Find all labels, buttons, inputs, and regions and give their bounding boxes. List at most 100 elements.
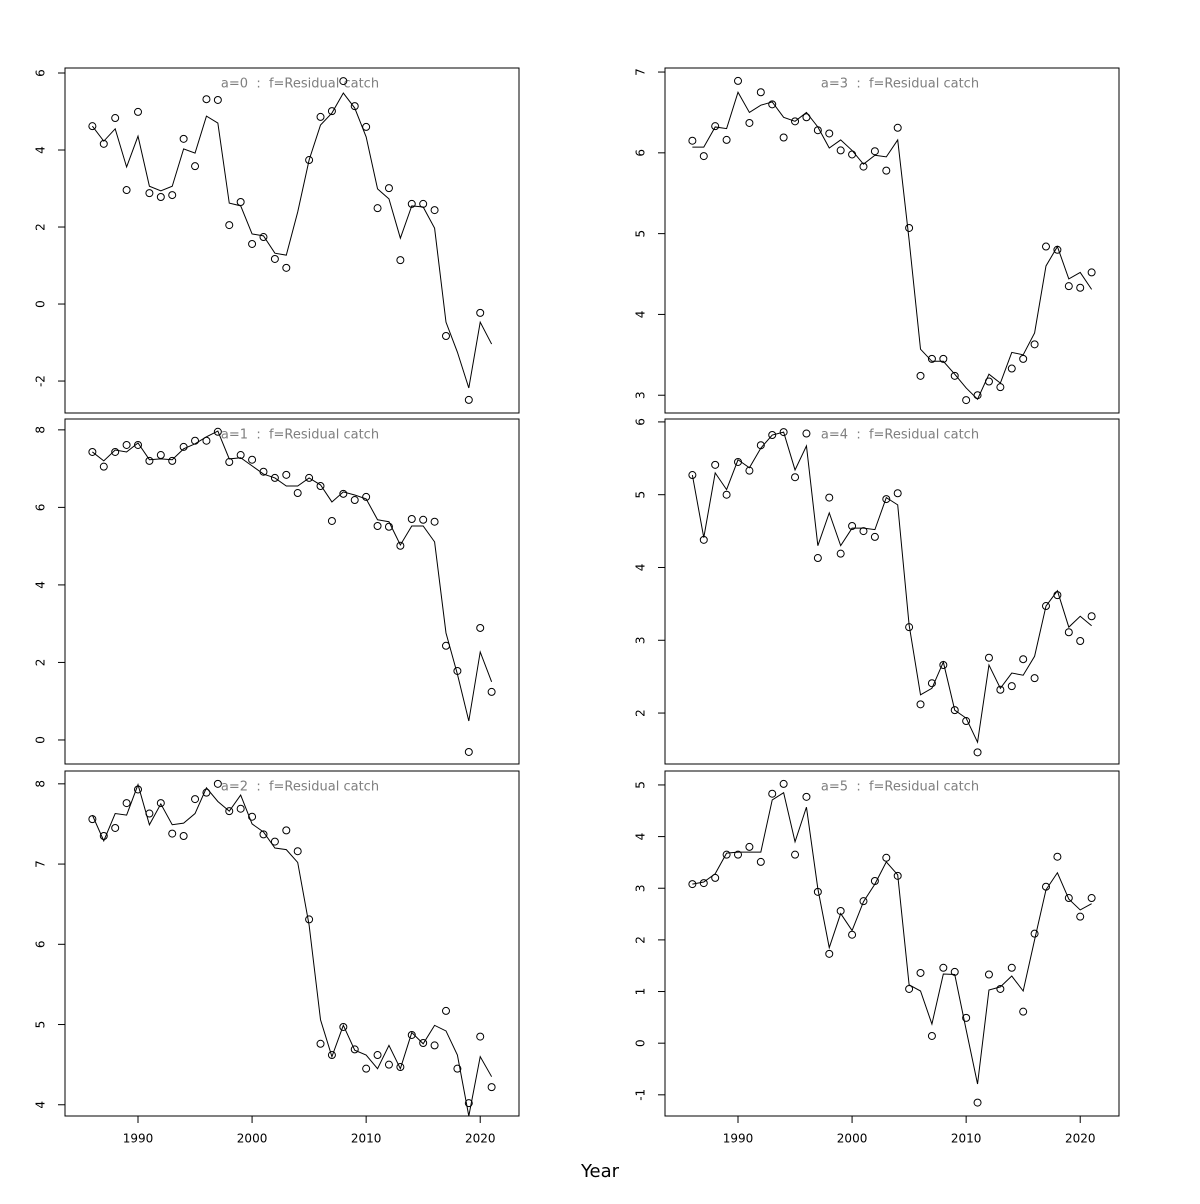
data-point [407,1030,416,1039]
data-point [270,837,279,846]
data-point [939,963,948,972]
data-point [927,1031,936,1040]
data-point [927,679,936,688]
data-point [202,95,211,104]
data-point [111,823,120,832]
data-point [779,779,788,788]
plot-frame [664,67,1120,414]
data-point [722,490,731,499]
data-point [316,482,325,491]
panel-title: a=5 : f=Residual catch [821,780,979,795]
data-point [825,949,834,958]
data-point [1064,282,1073,291]
x-tick-label: 2020 [1065,1132,1096,1146]
data-point [870,147,879,156]
y-tick-label: 6 [634,149,648,157]
plot-frame [664,418,1120,765]
data-point [791,473,800,482]
data-point [168,829,177,838]
data-point [848,521,857,530]
data-point [327,516,336,525]
y-tick-label: 3 [634,636,648,644]
y-tick-label: 4 [634,564,648,572]
y-tick-label: 2 [34,223,48,231]
data-point [362,492,371,501]
data-point [464,1099,473,1108]
data-point [316,1039,325,1048]
y-tick-label: 7 [634,68,648,76]
data-point [464,395,473,404]
fitted-line [692,90,1093,401]
y-tick-label: 8 [34,780,48,788]
data-point [734,76,743,85]
data-point [384,1060,393,1069]
data-point [248,455,257,464]
data-point [145,189,154,198]
data-point [1030,674,1039,683]
data-point [487,1083,496,1092]
data-point [99,462,108,471]
data-point [88,122,97,131]
y-tick-label: 4 [34,581,48,589]
panel-title: a=3 : f=Residual catch [821,77,979,92]
data-point [939,354,948,363]
data-point [996,984,1005,993]
data-point [225,807,234,816]
data-point [396,541,405,550]
data-point [396,1063,405,1072]
data-point [441,1006,450,1015]
y-tick-label: 6 [34,69,48,77]
data-point [384,522,393,531]
data-point [327,1051,336,1060]
data-point [407,199,416,208]
data-point [441,331,450,340]
data-point [1087,612,1096,621]
data-point [1007,364,1016,373]
y-tick-label: 6 [34,504,48,512]
data-point [305,473,314,482]
data-point [962,1013,971,1022]
data-point [282,470,291,479]
data-point [122,440,131,449]
data-point [476,1032,485,1041]
data-point [122,186,131,195]
x-axis-label: Year [580,1161,620,1182]
y-tick-label: 8 [34,426,48,434]
data-point [134,440,143,449]
data-point [327,107,336,116]
y-tick-label: 2 [634,709,648,717]
y-tick-label: 7 [34,860,48,868]
data-point [111,447,120,456]
data-point [791,850,800,859]
data-point [882,495,891,504]
data-point [476,308,485,317]
data-point [122,799,131,808]
data-point [476,623,485,632]
x-tick-label: 2000 [237,1132,268,1146]
data-point [1030,929,1039,938]
data-point [1041,242,1050,251]
data-point [950,706,959,715]
data-point [1053,852,1062,861]
y-tick-label: 5 [634,491,648,499]
data-point [259,233,268,242]
data-point [305,156,314,165]
data-point [248,239,257,248]
data-point [996,685,1005,694]
data-point [859,527,868,536]
x-tick-label: 2020 [465,1132,496,1146]
data-point [191,795,200,804]
data-point [859,162,868,171]
y-tick-label: 5 [634,230,648,238]
y-tick-label: 0 [34,300,48,308]
data-point [1041,602,1050,611]
data-point [179,134,188,143]
fitted-line [691,431,1092,744]
data-point [1076,912,1085,921]
data-point [791,117,800,126]
data-point [350,1045,359,1054]
data-point [699,152,708,161]
data-point [950,371,959,380]
data-point [722,135,731,144]
